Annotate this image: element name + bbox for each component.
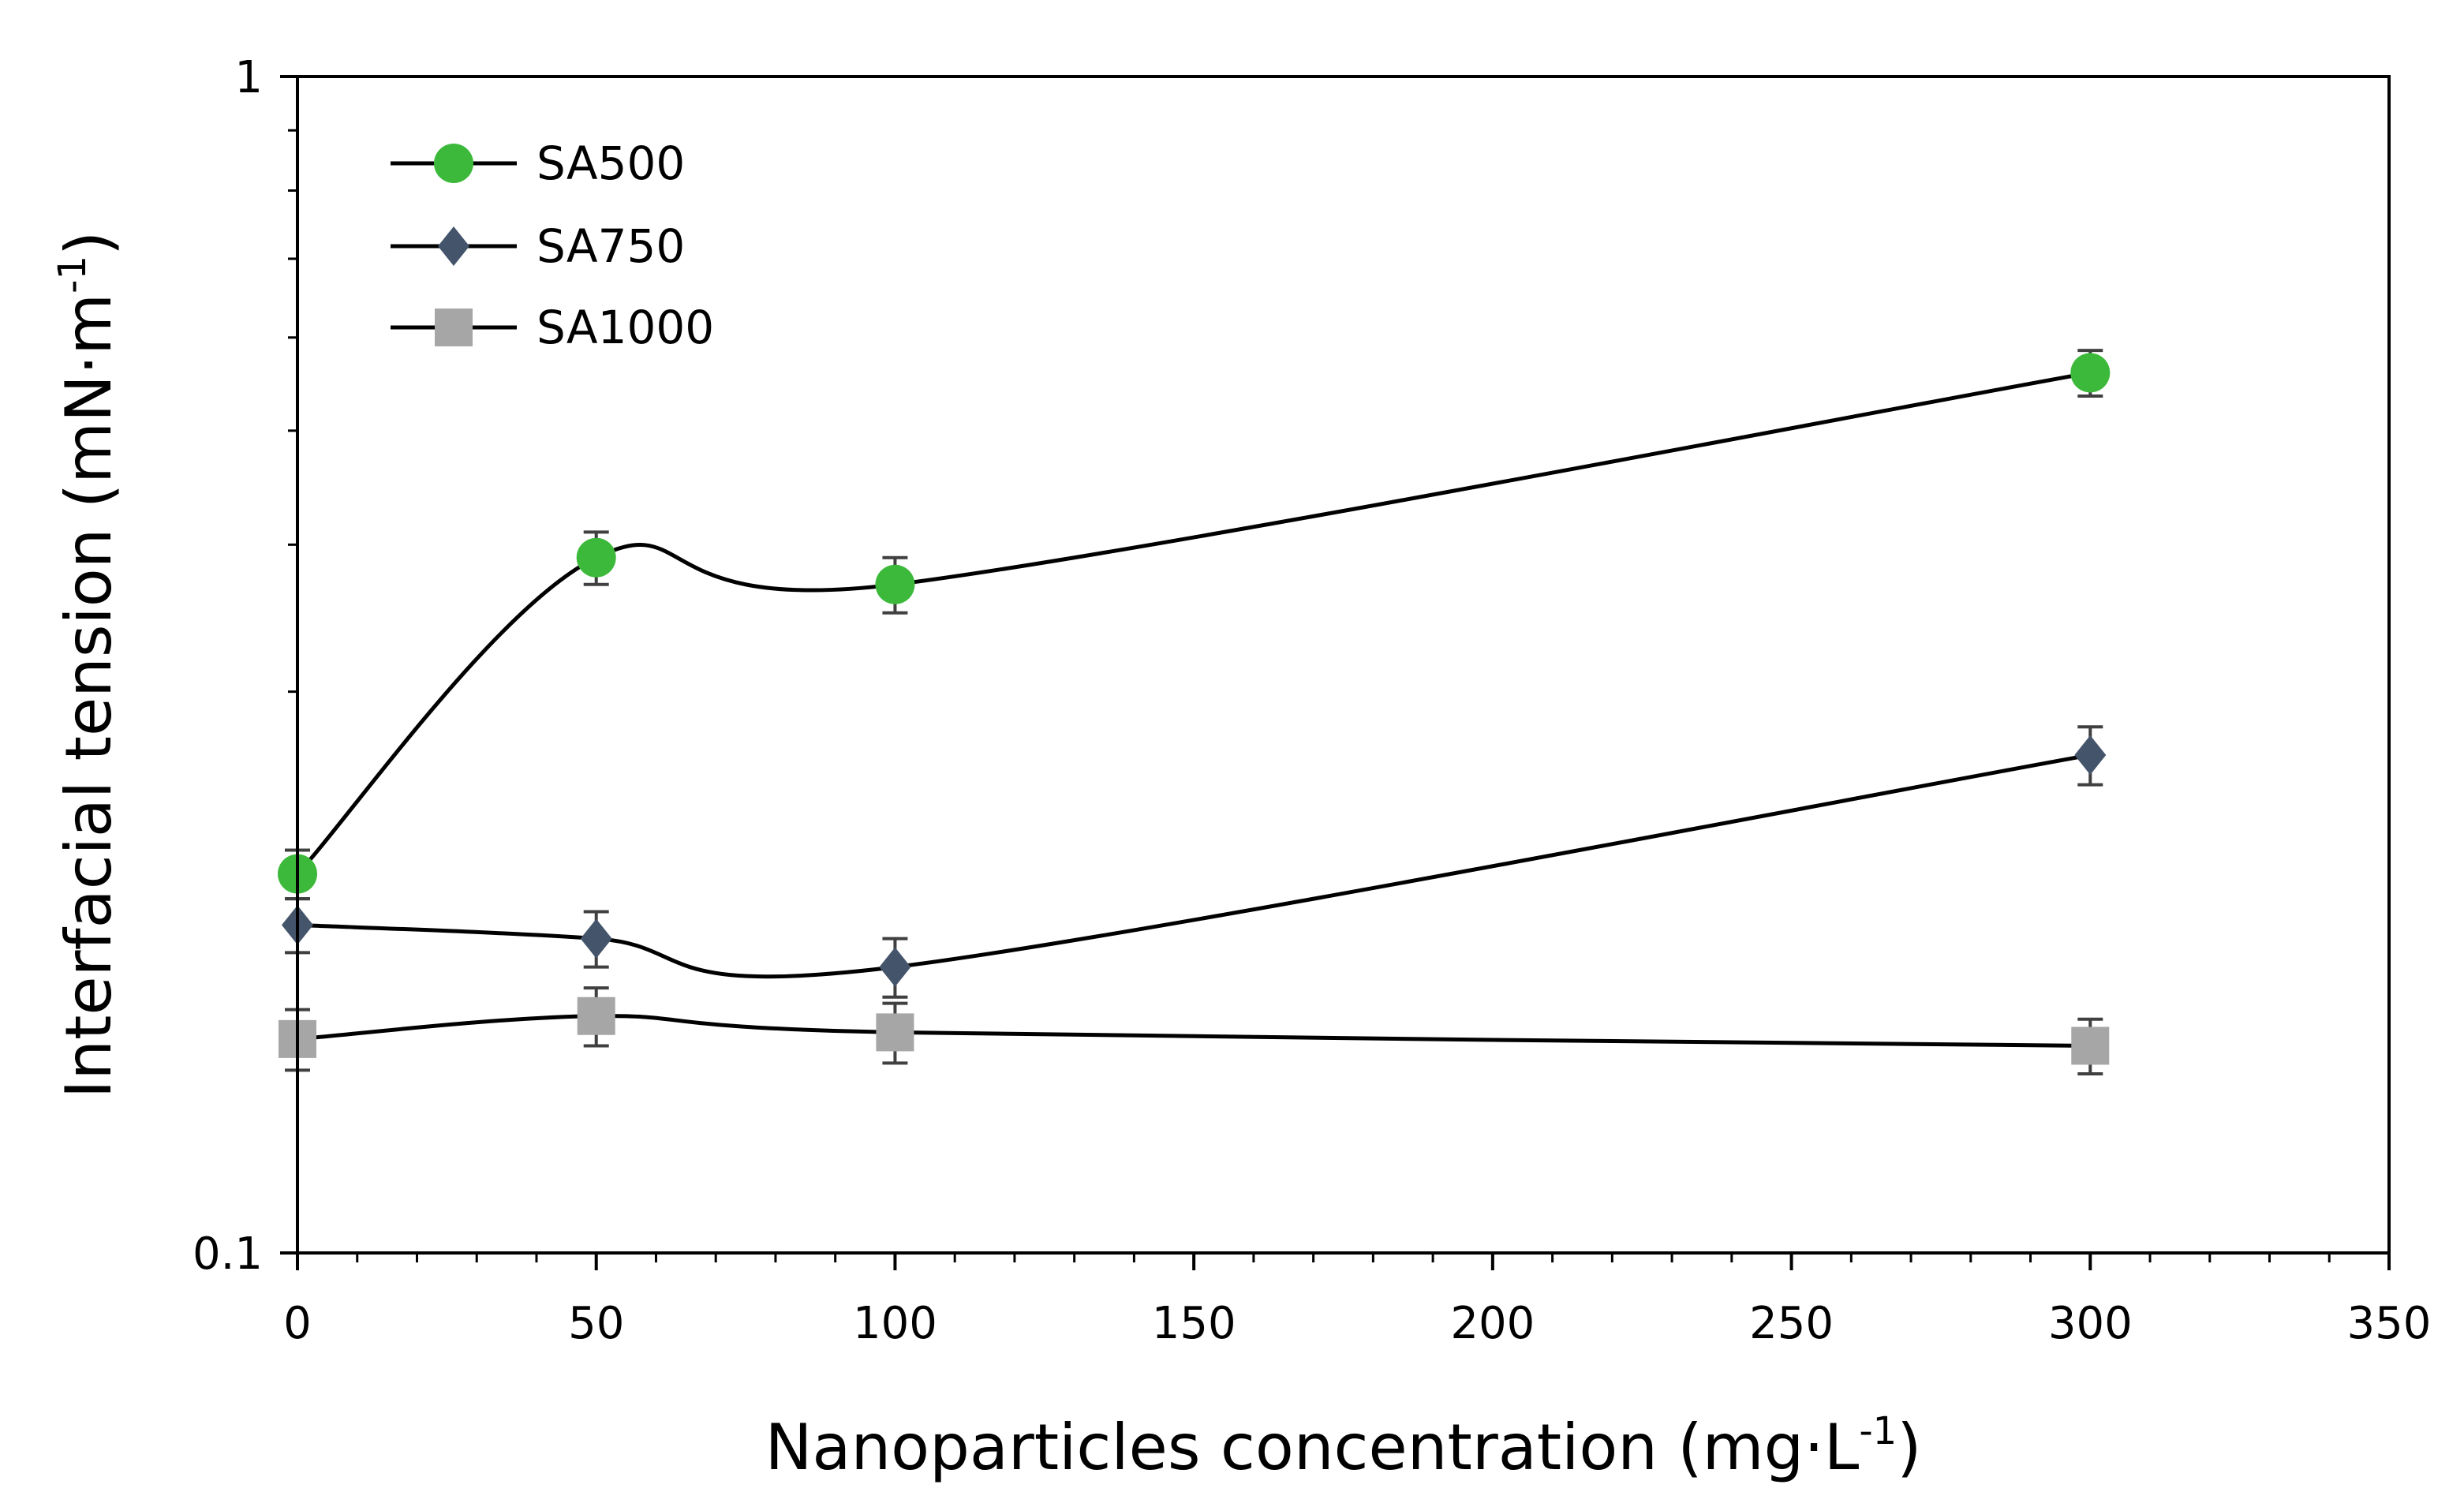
series-sa750 [282,725,2107,999]
y-tick-label: 1 [234,52,263,103]
data-point-sa1000 [876,1013,914,1052]
x-tick-label: 200 [1450,1298,1535,1349]
x-tick-label: 150 [1152,1298,1236,1349]
x-tick-label: 300 [2048,1298,2133,1349]
x-tick-label: 0 [283,1298,312,1349]
data-point-sa750 [580,918,612,959]
series-sa500 [278,349,2111,901]
x-axis-title: Nanoparticles concentration (mg·L-1) [765,1409,1922,1484]
x-tick-label: 100 [853,1298,937,1349]
y-axis-title-main: Interfacial tension (mN·m [52,294,125,1098]
legend-label-sa1000: SA1000 [537,301,714,354]
legend-entry-sa1000: SA1000 [391,301,714,354]
series-line-sa500 [296,370,2091,876]
data-point-sa750 [2074,735,2107,775]
y-axis-title-superscript: -1 [50,256,95,294]
tick-labels: 0 50 100 150 200 250 300 350 0.1 1 [193,52,2432,1349]
y-axis-title: Interfacial tension (mN·m-1) [50,231,125,1099]
x-axis-title-main: Nanoparticles concentration (mg·L [765,1411,1860,1484]
major-ticks [280,75,2391,1270]
legend-entry-sa500: SA500 [391,136,685,190]
x-tick-label: 250 [1749,1298,1834,1349]
legend: SA500 SA750 SA1000 [391,136,714,354]
series-line-sa1000 [297,1014,2091,1048]
series-sa1000 [279,986,2110,1075]
y-tick-label: 0.1 [193,1228,263,1280]
plot-area-frame [296,75,2391,1255]
legend-label-sa750: SA750 [537,219,685,273]
data-point-sa500 [2070,353,2111,393]
legend-label-sa500: SA500 [537,136,685,190]
data-point-sa1000 [2071,1026,2110,1065]
legend-marker-sa500 [434,144,473,183]
data-point-sa500 [875,564,915,604]
x-tick-label: 350 [2347,1298,2432,1349]
legend-marker-sa750 [438,226,469,266]
series-layer [278,349,2111,1075]
x-tick-label: 50 [568,1298,624,1349]
legend-entry-sa750: SA750 [391,219,685,273]
legend-marker-sa1000 [435,309,473,346]
x-axis-title-superscript: -1 [1859,1409,1897,1453]
data-point-sa750 [879,947,911,987]
y-axis-title-close: ) [52,231,125,256]
data-point-sa1000 [577,997,615,1035]
series-line-sa750 [297,753,2091,979]
x-axis-title-close: ) [1897,1411,1921,1484]
data-point-sa500 [576,537,616,578]
